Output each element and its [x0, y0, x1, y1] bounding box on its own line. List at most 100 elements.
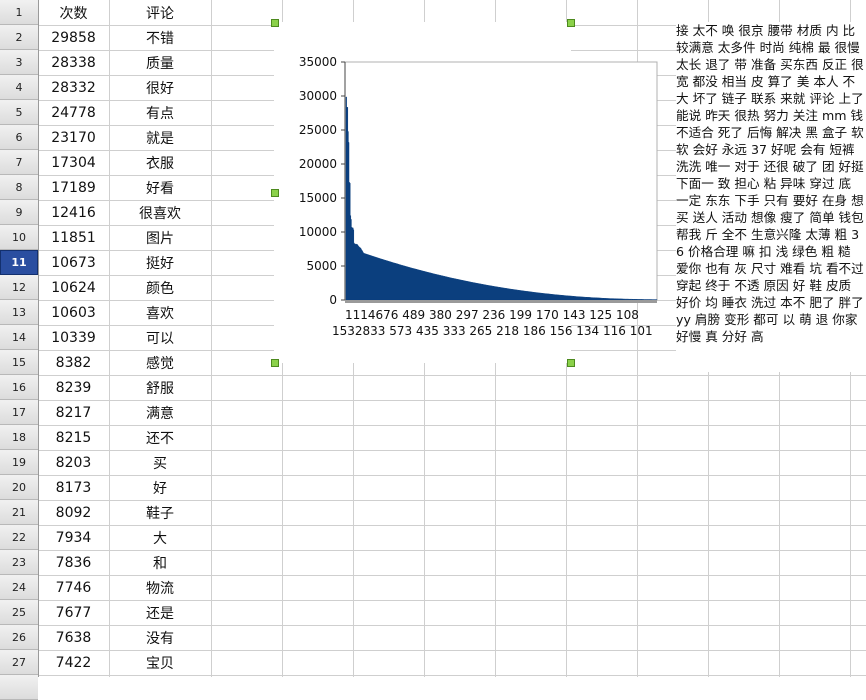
row-header-10[interactable]: 10: [0, 225, 38, 250]
row-header-14[interactable]: 14: [0, 325, 38, 350]
cell-count[interactable]: 7677: [38, 600, 109, 625]
cell-count[interactable]: 7422: [38, 650, 109, 675]
row-header-18[interactable]: 18: [0, 425, 38, 450]
row-header-28[interactable]: [0, 675, 38, 700]
row-header-9[interactable]: 9: [0, 200, 38, 225]
cell-comment[interactable]: 买: [109, 450, 211, 475]
row-header-20[interactable]: 20: [0, 475, 38, 500]
cell-comment[interactable]: 满意: [109, 400, 211, 425]
cell-comment[interactable]: 好: [109, 475, 211, 500]
cell-comment[interactable]: 没有: [109, 625, 211, 650]
cell-comment[interactable]: 和: [109, 550, 211, 575]
cell-count[interactable]: 28338: [38, 50, 109, 75]
y-tick-label: 0: [329, 293, 337, 307]
cell-comment[interactable]: 宝贝: [109, 650, 211, 675]
cell-count[interactable]: 12416: [38, 200, 109, 225]
x-axis: [345, 300, 657, 303]
cell-count[interactable]: 8382: [38, 350, 109, 375]
chart-resize-handle-top-right[interactable]: [567, 19, 575, 27]
cell-comment[interactable]: 挺好: [109, 250, 211, 275]
chart-resize-handle-bottom-left[interactable]: [271, 359, 279, 367]
cell-comment[interactable]: 图片: [109, 225, 211, 250]
y-tick-label: 5000: [306, 259, 337, 273]
word-list-text-box[interactable]: 接 太不 唤 很京 腰带 材质 内 比较满意 太多件 时尚 纯棉 最 很慢 太长…: [676, 22, 866, 372]
chart-resize-handle-middle-left[interactable]: [271, 189, 279, 197]
cell-count[interactable]: 29858: [38, 25, 109, 50]
cell-count[interactable]: 7836: [38, 550, 109, 575]
row-header-column[interactable]: 1 2 3 4 5 6 7 8 9 10 11 12 13 14 15 16 17 18 19 20 21 22 23 24 2…: [0, 0, 39, 677]
header-cell-count[interactable]: 次数: [38, 0, 109, 25]
cell-count[interactable]: 8203: [38, 450, 109, 475]
row-header-3[interactable]: 3: [0, 50, 38, 75]
cell-count[interactable]: 10624: [38, 275, 109, 300]
cell-count[interactable]: 11851: [38, 225, 109, 250]
cell-comment[interactable]: 衣服: [109, 150, 211, 175]
cell-comment[interactable]: 还不: [109, 425, 211, 450]
cell-count[interactable]: 10603: [38, 300, 109, 325]
row-header-13[interactable]: 13: [0, 300, 38, 325]
row-header-6[interactable]: 6: [0, 125, 38, 150]
y-tick-label: 15000: [299, 191, 337, 205]
row-header-22[interactable]: 22: [0, 525, 38, 550]
cell-count[interactable]: 17189: [38, 175, 109, 200]
cell-count[interactable]: 10339: [38, 325, 109, 350]
cell-comment[interactable]: 喜欢: [109, 300, 211, 325]
cell-comment[interactable]: 有点: [109, 100, 211, 125]
row-header-23[interactable]: 23: [0, 550, 38, 575]
cell-count[interactable]: 17304: [38, 150, 109, 175]
row-header-5[interactable]: 5: [0, 100, 38, 125]
cell-count[interactable]: 8239: [38, 375, 109, 400]
cell-count[interactable]: 8217: [38, 400, 109, 425]
row-header-12[interactable]: 12: [0, 275, 38, 300]
frequency-chart: 35000 30000 25000 20000 15000 10000 5000 0 11146…: [274, 22, 664, 363]
row-header-19[interactable]: 19: [0, 450, 38, 475]
y-tick-label: 10000: [299, 225, 337, 239]
row-header-2[interactable]: 2: [0, 25, 38, 50]
cell-comment[interactable]: 质量: [109, 50, 211, 75]
cell-count[interactable]: 7638: [38, 625, 109, 650]
header-cell-comment[interactable]: 评论: [109, 0, 211, 25]
cell-count[interactable]: 7746: [38, 575, 109, 600]
cell-count[interactable]: 28332: [38, 75, 109, 100]
row-header-4[interactable]: 4: [0, 75, 38, 100]
chart-object[interactable]: 35000 30000 25000 20000 15000 10000 5000 0 11146…: [274, 22, 571, 363]
cell-comment[interactable]: 物流: [109, 575, 211, 600]
row-header-17[interactable]: 17: [0, 400, 38, 425]
cell-comment[interactable]: 很喜欢: [109, 200, 211, 225]
cell-comment[interactable]: 感觉: [109, 350, 211, 375]
cell-comment[interactable]: 鞋子: [109, 500, 211, 525]
cell-comment[interactable]: 好看: [109, 175, 211, 200]
cell-comment[interactable]: 舒服: [109, 375, 211, 400]
y-tick-label: 25000: [299, 123, 337, 137]
cell-comment[interactable]: 很好: [109, 75, 211, 100]
cell-comment[interactable]: 还是: [109, 600, 211, 625]
y-tick-label: 30000: [299, 89, 337, 103]
row-header-27[interactable]: 27: [0, 650, 38, 675]
row-header-7[interactable]: 7: [0, 150, 38, 175]
row-header-11[interactable]: 11: [0, 250, 38, 275]
cell-count[interactable]: 8092: [38, 500, 109, 525]
grid-row-line: [0, 675, 866, 676]
cell-count[interactable]: 8173: [38, 475, 109, 500]
row-header-16[interactable]: 16: [0, 375, 38, 400]
cell-comment[interactable]: 可以: [109, 325, 211, 350]
row-header-8[interactable]: 8: [0, 175, 38, 200]
chart-resize-handle-bottom-right[interactable]: [567, 359, 575, 367]
cell-comment[interactable]: 不错: [109, 25, 211, 50]
row-header-1[interactable]: 1: [0, 0, 38, 25]
cell-comment[interactable]: 颜色: [109, 275, 211, 300]
row-header-26[interactable]: 26: [0, 625, 38, 650]
cell-count[interactable]: 7934: [38, 525, 109, 550]
row-header-21[interactable]: 21: [0, 500, 38, 525]
cell-comment[interactable]: 大: [109, 525, 211, 550]
x-tick-labels-row2: 1532833 573 435 333 265 218 186 156 134 …: [332, 324, 653, 338]
row-header-24[interactable]: 24: [0, 575, 38, 600]
cell-comment[interactable]: 就是: [109, 125, 211, 150]
chart-resize-handle-top-left[interactable]: [271, 19, 279, 27]
row-header-25[interactable]: 25: [0, 600, 38, 625]
cell-count[interactable]: 24778: [38, 100, 109, 125]
cell-count[interactable]: 10673: [38, 250, 109, 275]
cell-count[interactable]: 8215: [38, 425, 109, 450]
cell-count[interactable]: 23170: [38, 125, 109, 150]
row-header-15[interactable]: 15: [0, 350, 38, 375]
